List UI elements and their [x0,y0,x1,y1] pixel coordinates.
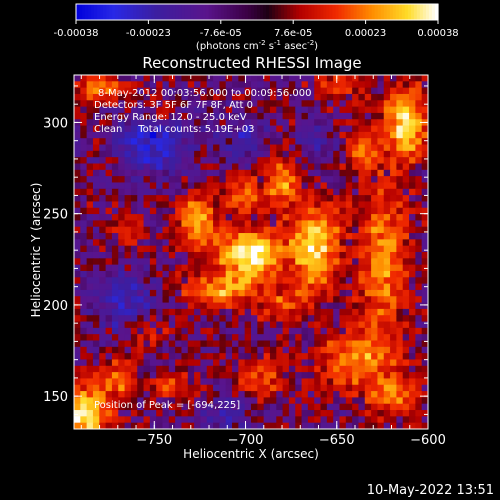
y-tick-label: 200 [43,299,68,314]
colorbar: -0.00038 -0.00023 -7.6e-05 7.6e-05 0.00023 0.… [54,3,459,52]
annotation-clean-total-counts: Clean Total counts: 5.19E+03 [94,124,254,135]
x-axis-ticks: −750 −700 −650 −600 [80,75,446,448]
plot-frame [73,74,429,430]
x-tick-label: −650 [319,433,355,448]
x-tick-label: −750 [136,433,172,448]
x-tick-label: −700 [228,433,264,448]
annotation-detectors: Detectors: 3F 5F 6F 7F 8F, Att 0 [94,100,253,111]
footer-timestamp: 10-May-2022 13:51 [367,483,494,498]
annotation-time-range: 8-May-2012 00:03:56.000 to 00:09:56.000 [98,88,311,99]
y-tick-label: 250 [43,208,68,223]
heatmap-image [74,75,428,429]
colorbar-tick-label: 7.6e-05 [274,28,312,39]
chart-title: Reconstructed RHESSI Image [142,54,361,72]
colorbar-ticks: -0.00038 -0.00023 -7.6e-05 7.6e-05 0.00023 0.… [54,20,459,39]
colorbar-tick-label: 0.00023 [345,28,386,39]
x-tick-label: −600 [410,433,446,448]
colorbar-tick-label: -0.00023 [126,28,171,39]
y-axis-ticks: 150 200 250 300 [43,85,428,415]
colorbar-gradient [76,4,439,20]
y-tick-label: 150 [43,390,68,405]
annotation-peak-position: Position of Peak = [-694,225] [94,400,240,411]
annotation-energy-range: Energy Range: 12.0 - 25.0 keV [94,112,247,123]
colorbar-unit-label: (photons cm-2 s-1 asec-2) [196,39,318,52]
x-axis-label: Heliocentric X (arcsec) [183,447,319,461]
colorbar-tick-label: -7.6e-05 [200,28,242,39]
colorbar-frame [75,3,439,21]
colorbar-tick-label: 0.00038 [417,28,458,39]
y-axis-label: Heliocentric Y (arcsec) [29,183,43,318]
colorbar-tick-label: -0.00038 [54,28,99,39]
y-tick-label: 300 [43,116,68,131]
